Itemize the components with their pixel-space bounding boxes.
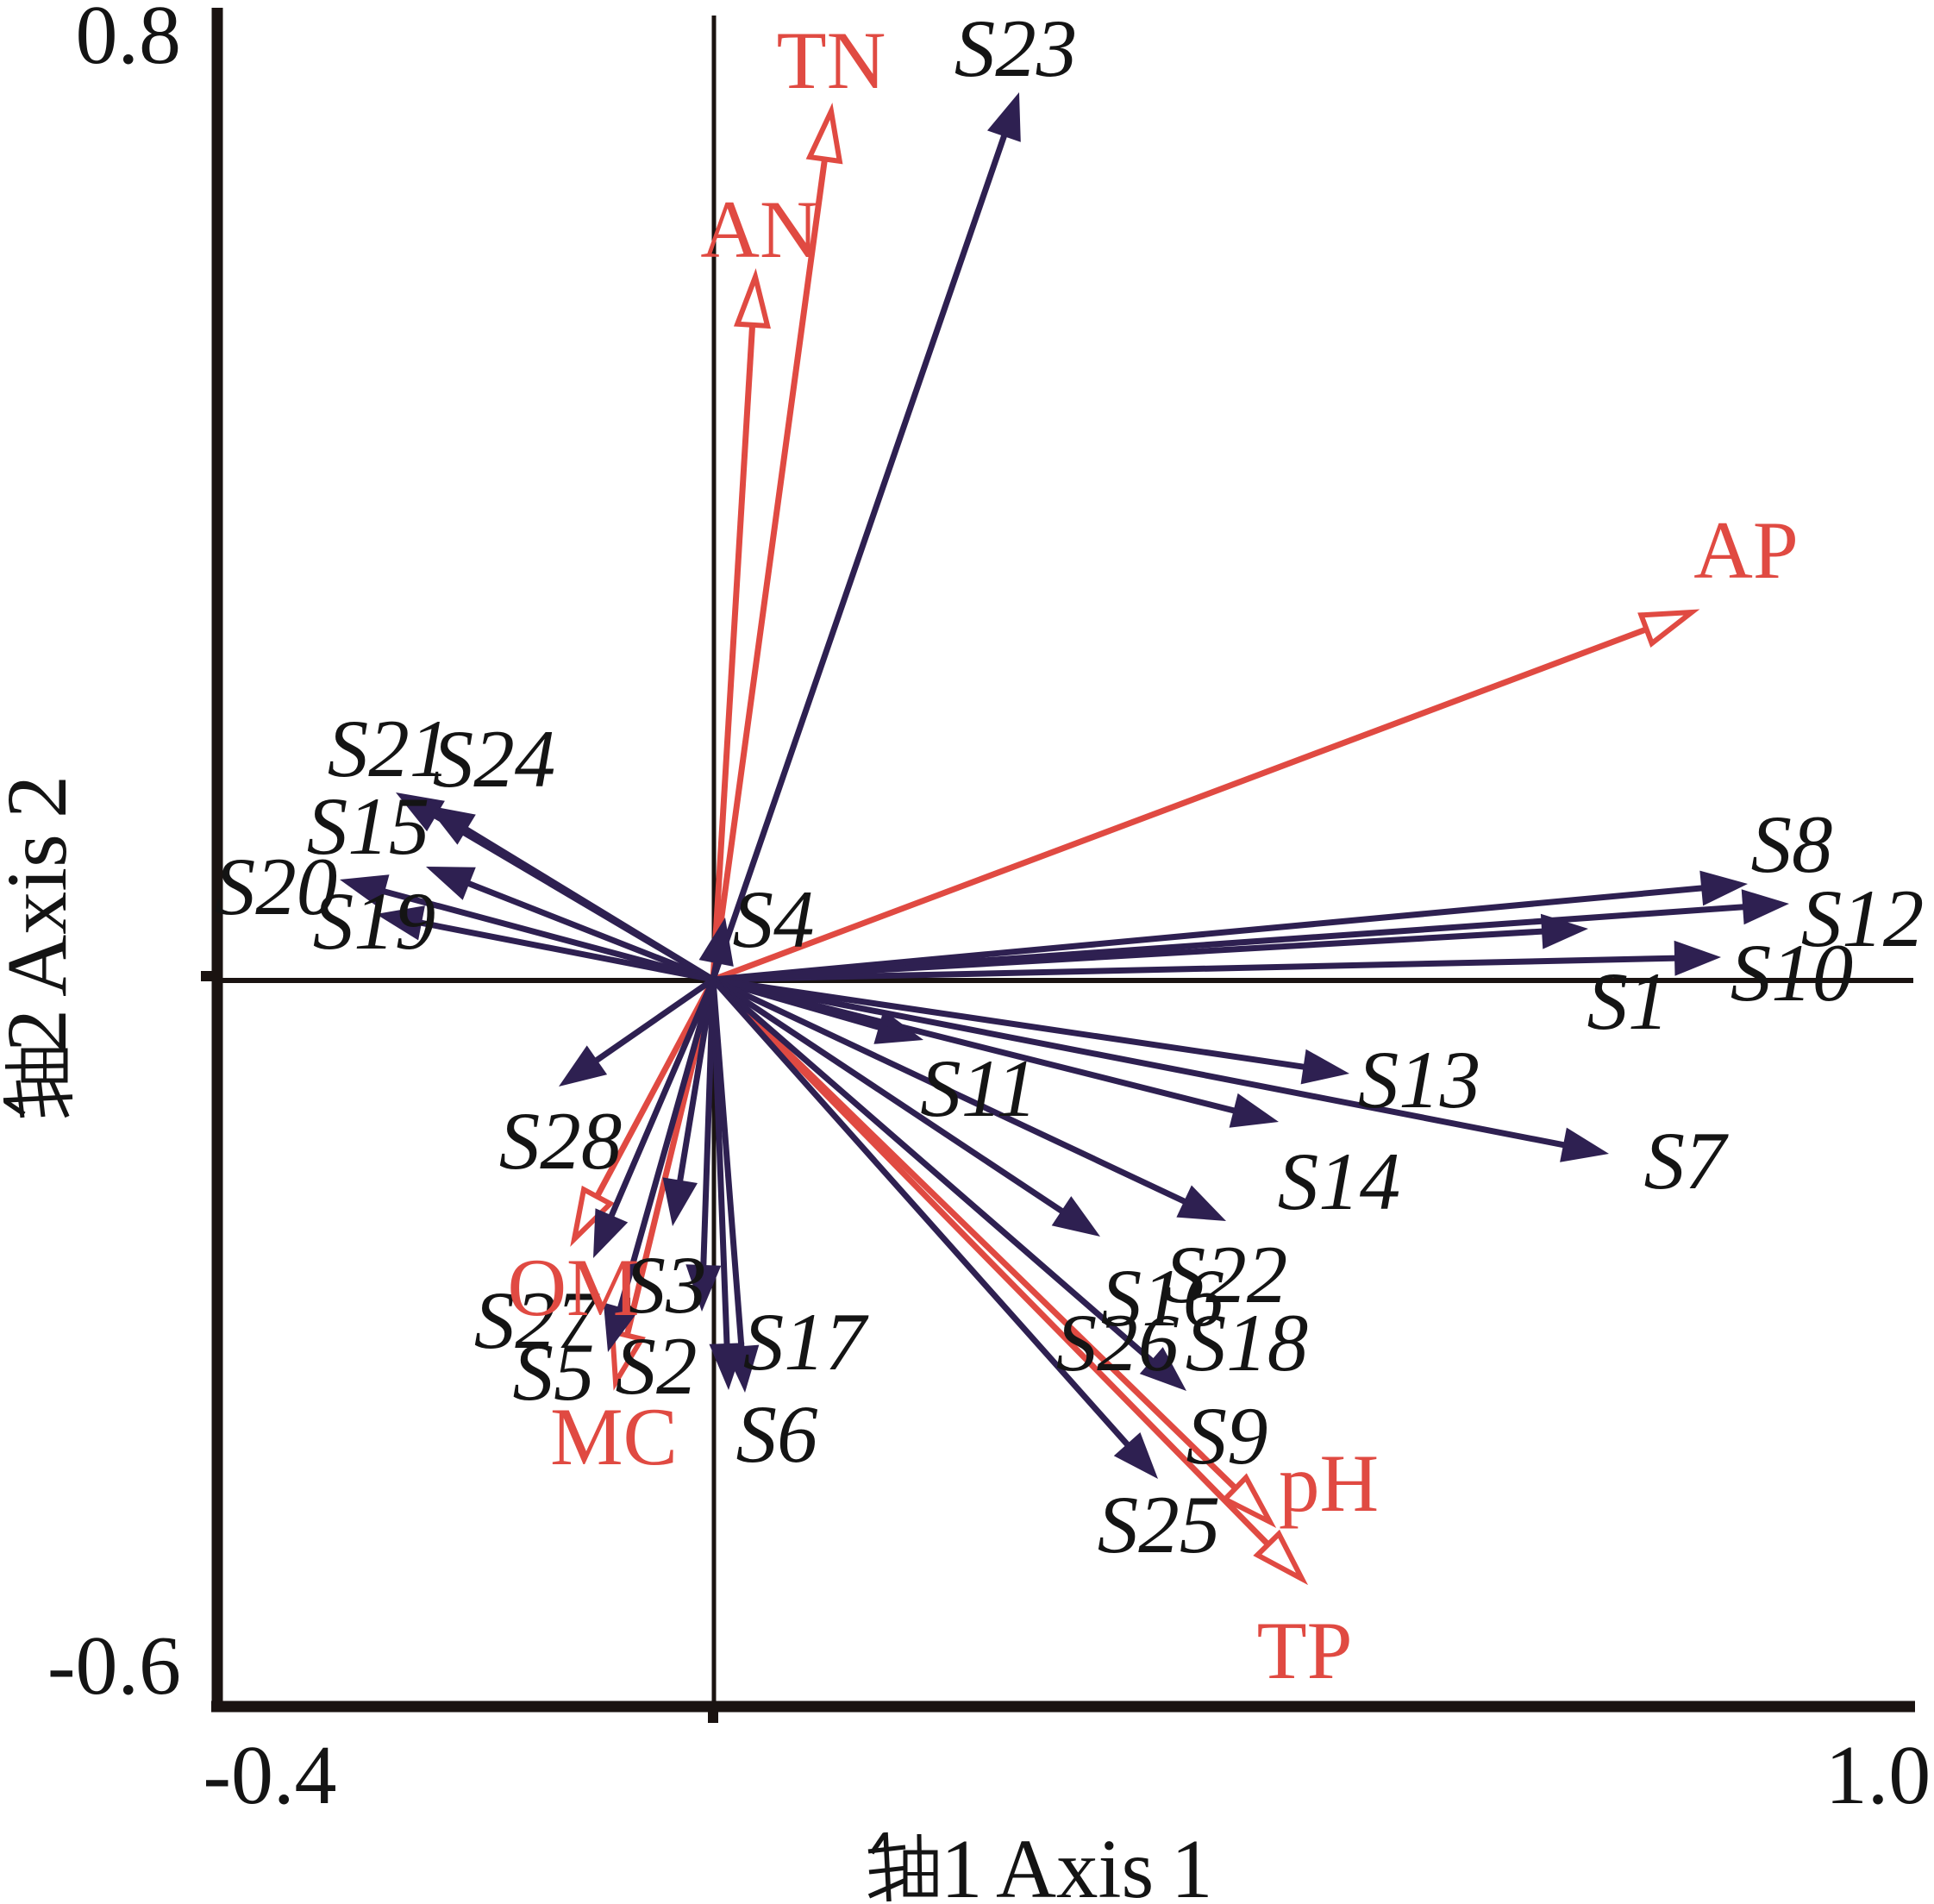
svg-text:S10: S10 (1731, 927, 1854, 1018)
svg-text:S28: S28 (499, 1095, 623, 1187)
svg-text:S7: S7 (1644, 1115, 1730, 1206)
svg-text:S13: S13 (1358, 1034, 1481, 1125)
svg-text:Axis: Axis (0, 834, 84, 997)
svg-text:Axis: Axis (996, 1823, 1154, 1904)
svg-text:OM: OM (507, 1242, 639, 1333)
svg-text:S14: S14 (1278, 1136, 1401, 1227)
svg-text:TN: TN (777, 15, 886, 106)
svg-text:2: 2 (0, 775, 84, 818)
svg-text:S4: S4 (733, 874, 815, 965)
svg-text:S27: S27 (474, 1275, 600, 1366)
svg-text:S23: S23 (954, 3, 1078, 94)
svg-text:-0.4: -0.4 (203, 1729, 336, 1822)
svg-text:2: 2 (0, 1009, 84, 1052)
svg-text:S5: S5 (513, 1326, 595, 1418)
svg-text:S8: S8 (1751, 799, 1833, 890)
svg-text:S25: S25 (1098, 1479, 1221, 1570)
svg-text:S21: S21 (328, 703, 451, 794)
svg-text:MC: MC (550, 1391, 678, 1482)
svg-text:S11: S11 (920, 1043, 1036, 1134)
svg-text:S26: S26 (1056, 1297, 1180, 1388)
svg-text:S15: S15 (307, 780, 430, 872)
svg-text:S18: S18 (1186, 1297, 1309, 1388)
svg-text:S2: S2 (616, 1320, 698, 1412)
svg-text:1.0: 1.0 (1825, 1729, 1931, 1822)
svg-text:S16: S16 (1101, 1252, 1224, 1343)
svg-text:S3: S3 (625, 1239, 707, 1331)
svg-text:0.8: 0.8 (76, 0, 182, 82)
svg-text:S9: S9 (1186, 1390, 1268, 1481)
svg-text:S19: S19 (313, 875, 436, 967)
svg-text:S1: S1 (1587, 955, 1669, 1047)
svg-text:1: 1 (941, 1823, 983, 1904)
svg-text:S22: S22 (1165, 1229, 1288, 1320)
svg-text:S20: S20 (215, 841, 338, 932)
svg-text:S6: S6 (736, 1388, 819, 1480)
svg-text:AP: AP (1693, 504, 1798, 596)
svg-text:S24: S24 (433, 713, 556, 805)
svg-text:AN: AN (700, 184, 818, 275)
svg-text:TP: TP (1257, 1605, 1353, 1696)
svg-text:pH: pH (1279, 1437, 1379, 1529)
svg-text:1: 1 (1171, 1823, 1213, 1904)
svg-text:S12: S12 (1801, 873, 1925, 964)
svg-text:S17: S17 (743, 1296, 869, 1387)
svg-text:-0.6: -0.6 (47, 1619, 181, 1713)
